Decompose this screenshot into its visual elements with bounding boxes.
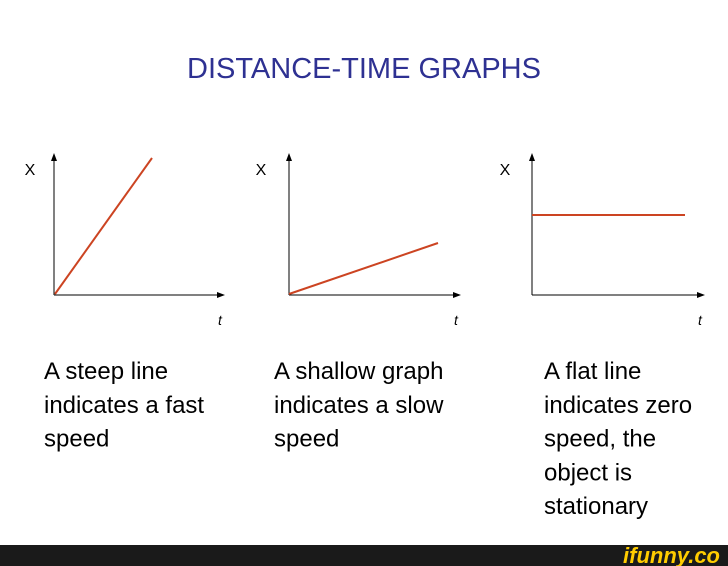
caption-line: indicates a slow — [274, 392, 444, 419]
caption-line: A shallow graph — [274, 358, 443, 385]
steep-line — [54, 157, 153, 295]
caption-line: speed — [44, 426, 109, 453]
footer-bar — [0, 545, 728, 566]
arrowhead — [286, 153, 292, 161]
y-axis-label: X — [500, 162, 511, 179]
arrowhead — [529, 153, 535, 161]
title: DISTANCE-TIME GRAPHS — [187, 53, 541, 85]
y-axis-label: X — [256, 162, 267, 179]
arrowhead — [51, 153, 57, 161]
caption-line: A steep line — [44, 358, 168, 385]
x-axis-label: t — [218, 312, 223, 328]
caption-line: A flat line — [544, 358, 641, 385]
caption-line: indicates a fast — [44, 392, 204, 419]
captions: A steep line indicates a fast speed A shall… — [44, 358, 692, 520]
arrowhead — [697, 292, 705, 298]
caption-line: indicates zero — [544, 392, 692, 419]
graph — [531, 158, 700, 296]
y-axis-label: X — [25, 162, 36, 179]
arrowhead — [217, 292, 225, 298]
caption-line: object is — [544, 459, 632, 486]
caption-line: speed — [274, 426, 339, 453]
x-axis-label: t — [698, 312, 703, 328]
caption-line: stationary — [544, 493, 648, 520]
graph — [288, 158, 456, 296]
graph — [53, 158, 220, 296]
shallow-line — [288, 242, 439, 295]
x-axis-label: t — [454, 312, 459, 328]
caption-line: speed, the — [544, 426, 656, 453]
watermark: ifunny.co — [623, 543, 720, 566]
arrowhead — [453, 292, 461, 298]
